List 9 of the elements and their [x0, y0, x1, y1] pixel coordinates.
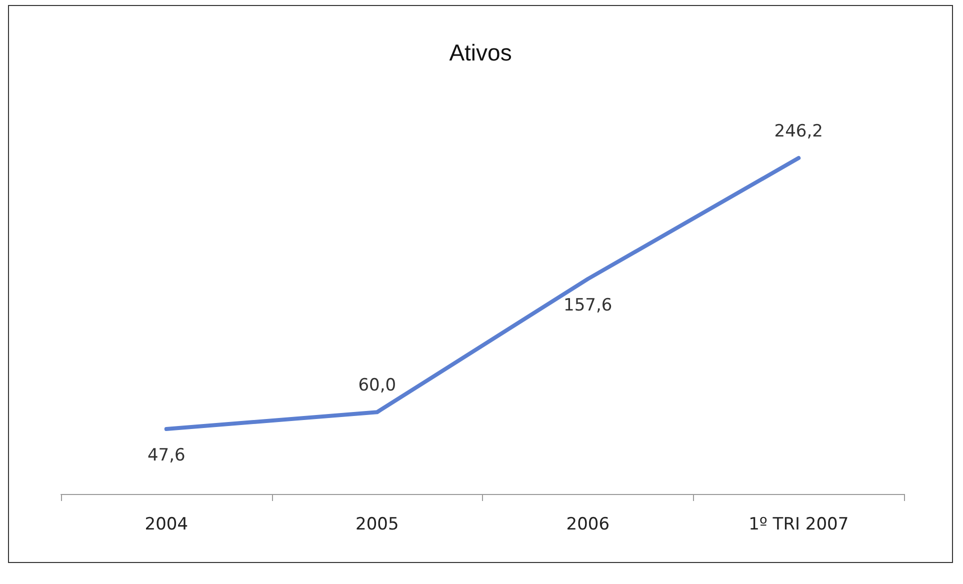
x-tick-label: 2006	[566, 514, 610, 534]
data-label: 60,0	[358, 376, 396, 396]
chart-title: Ativos	[449, 40, 512, 66]
data-label: 47,6	[147, 446, 186, 466]
x-tick-label: 1º TRI 2007	[748, 514, 849, 534]
x-tick-label: 2005	[355, 514, 399, 534]
x-tick-label: 2004	[144, 514, 188, 534]
data-label: 157,6	[564, 295, 612, 316]
data-label: 246,2	[774, 122, 823, 142]
